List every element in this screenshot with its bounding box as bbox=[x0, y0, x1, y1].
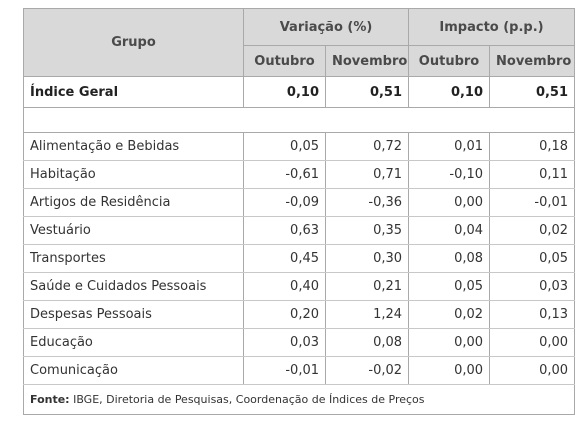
source-text: IBGE, Diretoria de Pesquisas, Coordenaçã… bbox=[69, 393, 425, 406]
row-label: Artigos de Residência bbox=[23, 188, 244, 217]
cell-value: 1,24 bbox=[324, 300, 410, 329]
sub-header-variacao-novembro: Novembro bbox=[324, 45, 410, 77]
table-row: Artigos de Residência -0,09 -0,36 0,00 -0,01 bbox=[23, 188, 576, 217]
cell-value: 0,00 bbox=[489, 328, 576, 357]
cell-value: 0,05 bbox=[408, 272, 491, 301]
cell-value: 0,71 bbox=[324, 160, 410, 189]
table-row-indice-geral: Índice Geral 0,10 0,51 0,10 0,51 bbox=[23, 76, 576, 108]
row-label: Alimentação e Bebidas bbox=[23, 132, 244, 161]
table-row: Alimentação e Bebidas 0,05 0,72 0,01 0,18 bbox=[23, 132, 576, 161]
cell-value: 0,40 bbox=[243, 272, 326, 301]
table-row: Habitação -0,61 0,71 -0,10 0,11 bbox=[23, 160, 576, 189]
row-label: Habitação bbox=[23, 160, 244, 189]
impacto-header: Impacto (p.p.) bbox=[408, 8, 576, 46]
table-row: Educação 0,03 0,08 0,00 0,00 bbox=[23, 328, 576, 357]
cell-value: -0,01 bbox=[243, 356, 326, 385]
cell-value: 0,51 bbox=[489, 76, 576, 108]
cell-value: 0,21 bbox=[324, 272, 410, 301]
cell-value: 0,18 bbox=[489, 132, 576, 161]
variacao-header: Variação (%) bbox=[242, 8, 410, 46]
cell-value: 0,35 bbox=[324, 216, 410, 245]
cell-value: -0,09 bbox=[243, 188, 326, 217]
ipca-table: Grupo Variação (%) Impacto (p.p.) Outubr… bbox=[22, 8, 576, 415]
row-label: Comunicação bbox=[23, 356, 244, 385]
cell-value: 0,02 bbox=[489, 216, 576, 245]
cell-value: 0,10 bbox=[243, 76, 326, 108]
table-row: Vestuário 0,63 0,35 0,04 0,02 bbox=[23, 216, 576, 245]
row-label: Saúde e Cuidados Pessoais bbox=[23, 272, 244, 301]
sub-header-impacto-novembro: Novembro bbox=[489, 45, 576, 77]
table-row: Comunicação -0,01 -0,02 0,00 0,00 bbox=[23, 356, 576, 385]
sub-header-variacao-outubro: Outubro bbox=[243, 45, 326, 77]
table-row: Transportes 0,45 0,30 0,08 0,05 bbox=[23, 244, 576, 273]
sub-header-impacto-outubro: Outubro bbox=[408, 45, 491, 77]
group-header: Grupo bbox=[23, 8, 244, 77]
spacer-row bbox=[22, 107, 576, 133]
footer-row: Fonte: IBGE, Diretoria de Pesquisas, Coo… bbox=[22, 384, 576, 415]
cell-value: 0,11 bbox=[489, 160, 576, 189]
cell-value: -0,01 bbox=[489, 188, 576, 217]
cell-value: 0,00 bbox=[489, 356, 576, 385]
cell-value: -0,36 bbox=[324, 188, 410, 217]
cell-value: 0,05 bbox=[243, 132, 326, 161]
cell-value: 0,00 bbox=[408, 188, 491, 217]
cell-value: 0,10 bbox=[408, 76, 491, 108]
cell-value: 0,03 bbox=[243, 328, 326, 357]
cell-value: -0,61 bbox=[243, 160, 326, 189]
cell-value: 0,63 bbox=[243, 216, 326, 245]
cell-value: 0,00 bbox=[408, 328, 491, 357]
cell-value: 0,20 bbox=[243, 300, 326, 329]
cell-value: 0,13 bbox=[489, 300, 576, 329]
cell-value: 0,05 bbox=[489, 244, 576, 273]
cell-value: 0,02 bbox=[408, 300, 491, 329]
cell-value: -0,02 bbox=[324, 356, 410, 385]
table-row: Despesas Pessoais 0,20 1,24 0,02 0,13 bbox=[23, 300, 576, 329]
cell-value: 0,08 bbox=[324, 328, 410, 357]
row-label: Despesas Pessoais bbox=[23, 300, 244, 329]
cell-value: 0,01 bbox=[408, 132, 491, 161]
cell-value: -0,10 bbox=[408, 160, 491, 189]
row-label: Transportes bbox=[23, 244, 244, 273]
cell-value: 0,45 bbox=[243, 244, 326, 273]
cell-value: 0,72 bbox=[324, 132, 410, 161]
source-label: Fonte: bbox=[30, 393, 70, 406]
cell-value: 0,51 bbox=[324, 76, 410, 108]
row-label: Índice Geral bbox=[23, 76, 244, 108]
cell-value: 0,03 bbox=[489, 272, 576, 301]
source-note: Fonte: IBGE, Diretoria de Pesquisas, Coo… bbox=[22, 384, 576, 415]
table-row: Saúde e Cuidados Pessoais 0,40 0,21 0,05 0,0… bbox=[23, 272, 576, 301]
row-label: Vestuário bbox=[23, 216, 244, 245]
cell-value: 0,00 bbox=[408, 356, 491, 385]
cell-value: 0,08 bbox=[408, 244, 491, 273]
cell-value: 0,04 bbox=[408, 216, 491, 245]
cell-value: 0,30 bbox=[324, 244, 410, 273]
row-label: Educação bbox=[23, 328, 244, 357]
